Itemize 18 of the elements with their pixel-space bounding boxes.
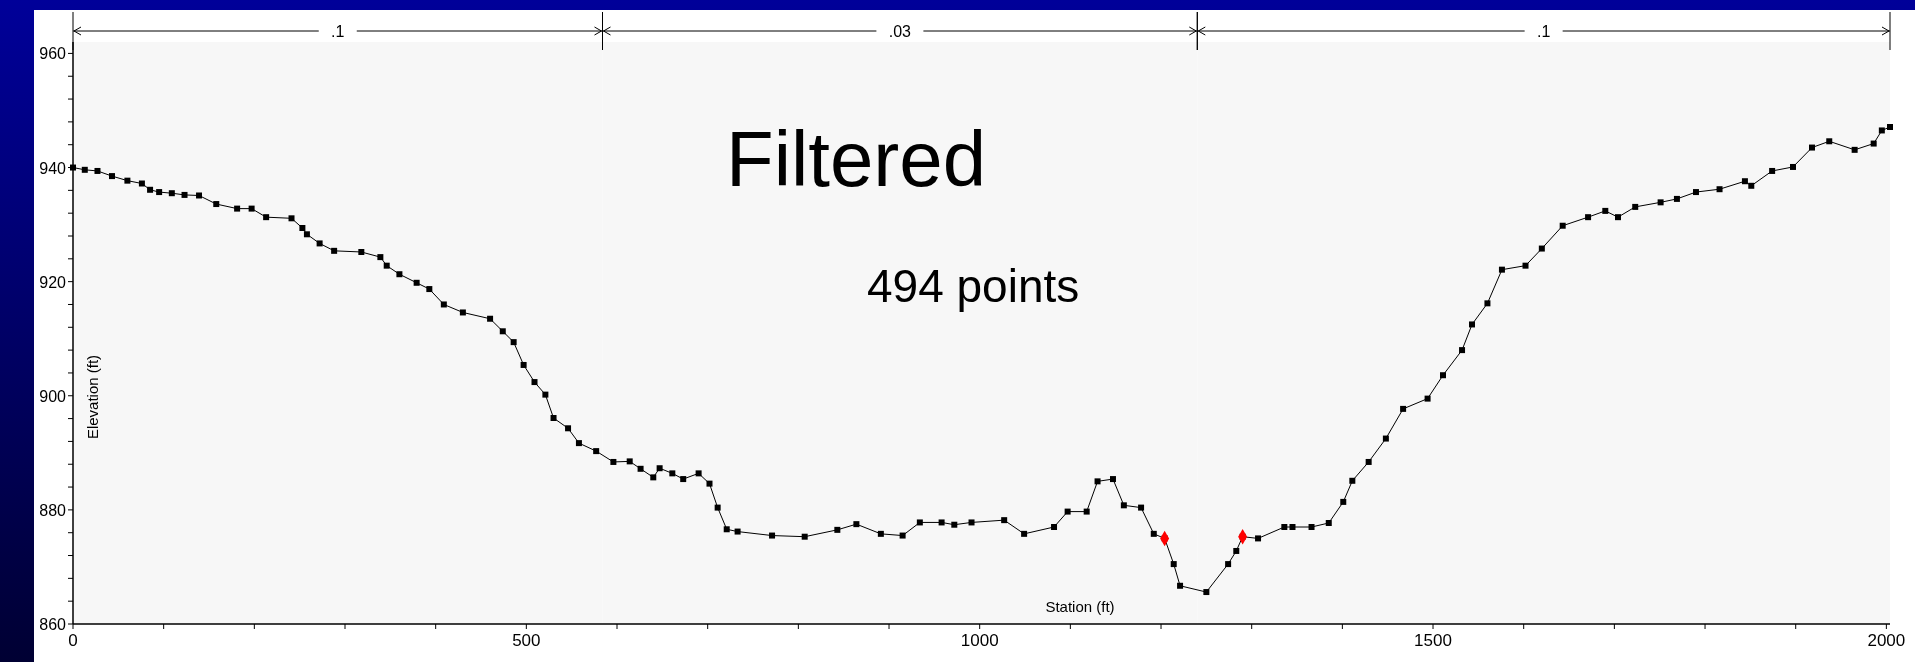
band-label: .03 xyxy=(888,23,912,40)
y-tick-label: 900 xyxy=(39,387,67,405)
y-tick-label: 940 xyxy=(39,159,67,177)
y-tick-label: 920 xyxy=(39,273,67,291)
x-tick-label: 1500 xyxy=(1414,631,1452,650)
annotation: Filtered xyxy=(726,115,987,203)
y-tick-label: 860 xyxy=(39,616,67,633)
x-tick-label: 0 xyxy=(68,631,78,650)
x-tick-label: 500 xyxy=(512,631,541,650)
x-tick-label: 1000 xyxy=(960,631,999,650)
y-axis-title: Elevation (ft) xyxy=(84,354,101,440)
x-axis-title: Station (ft) xyxy=(1045,598,1115,615)
x-tick-label: 2000 xyxy=(1867,631,1906,650)
band-label: .1 xyxy=(331,23,345,40)
y-tick-label: 960 xyxy=(39,45,67,63)
annotation: 494 points xyxy=(867,260,1080,312)
y-tick-label: 880 xyxy=(39,501,67,519)
band-label: .1 xyxy=(1536,23,1551,40)
